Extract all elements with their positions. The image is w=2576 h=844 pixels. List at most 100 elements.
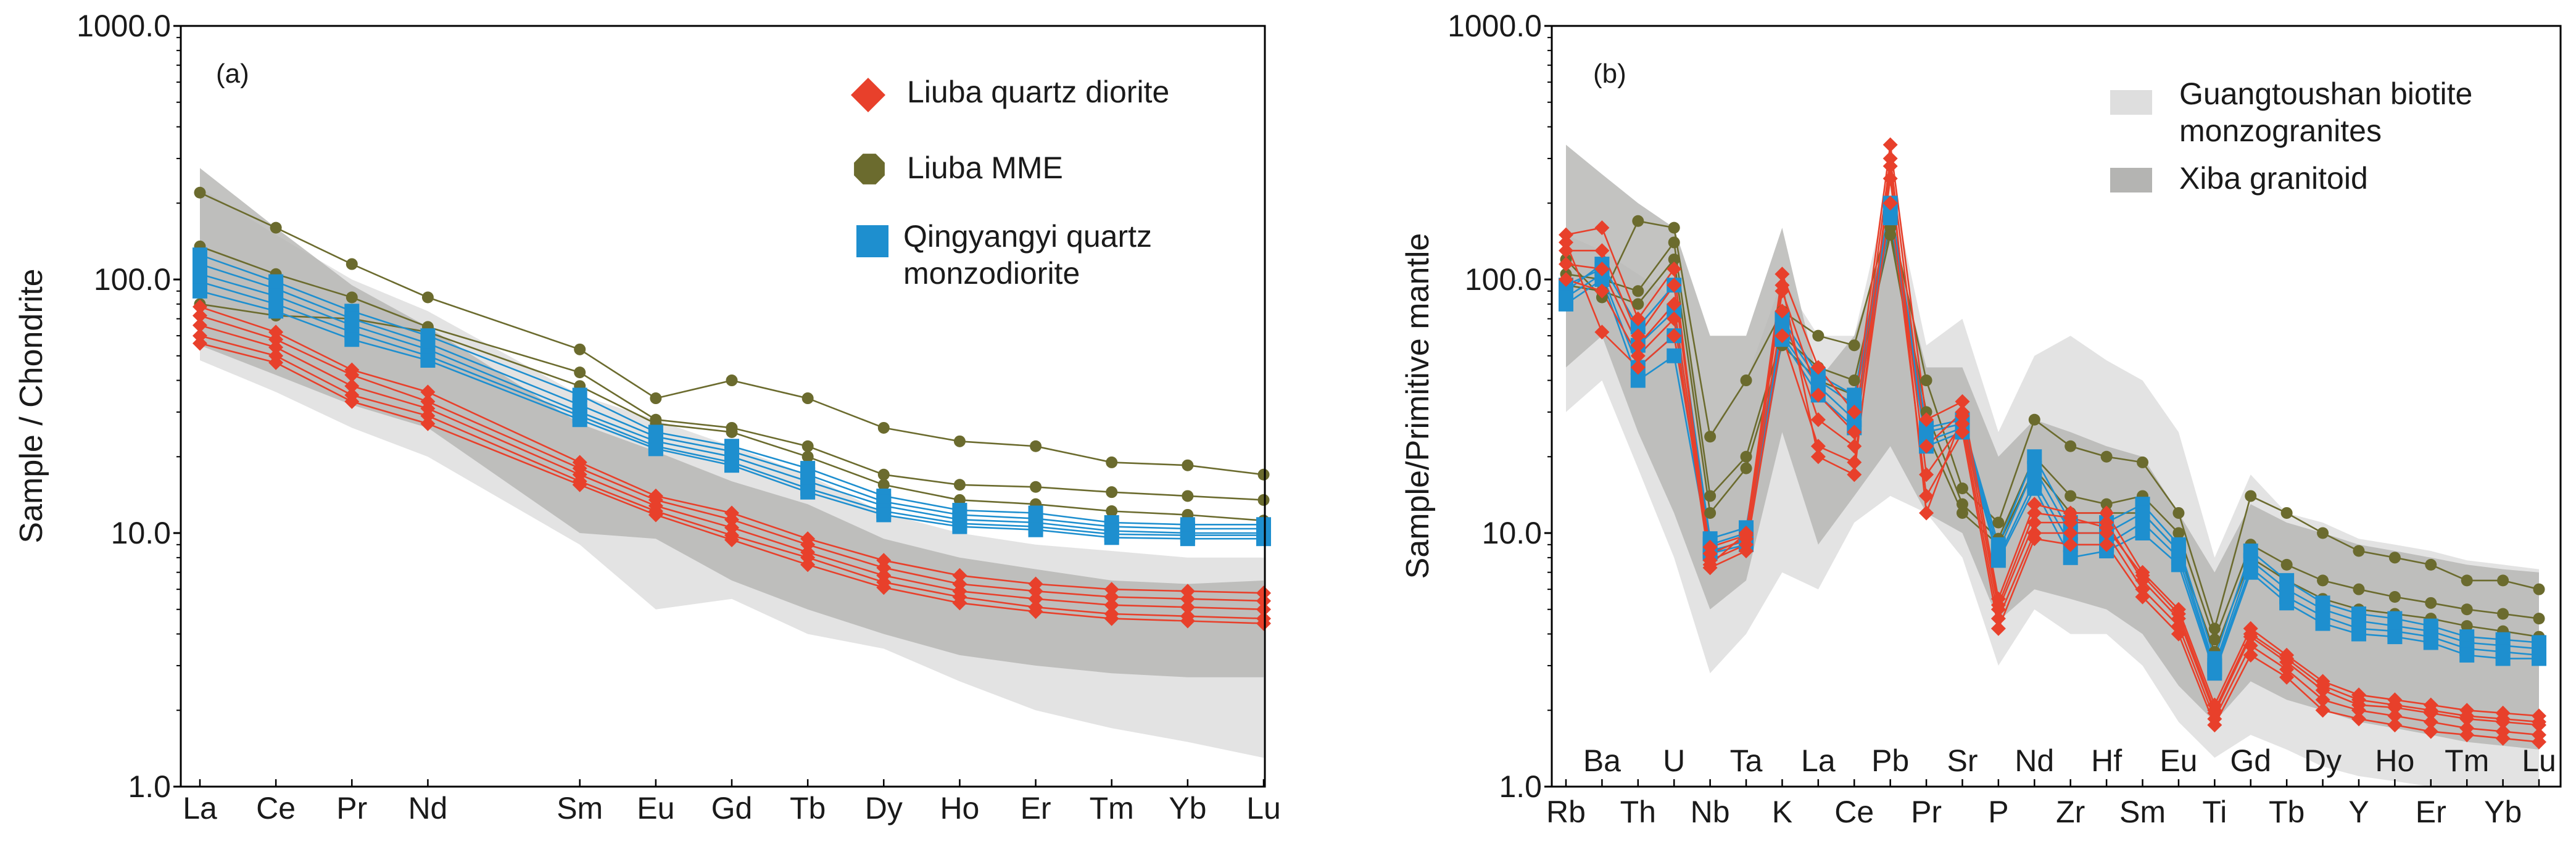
- panel-b-y-ticks: 1000.0 100.0 10.0 1.0: [1447, 9, 1552, 804]
- y-tick-label: 100.0: [1465, 262, 1542, 297]
- legend-label: Guangtoushan biotite monzogranites: [2179, 77, 2472, 148]
- a-series-line-olive: [199, 303, 1264, 522]
- y-tick-label: 1000.0: [1447, 9, 1542, 43]
- a-point-red-Pr: [344, 378, 360, 394]
- b-point-red-Zr: [2063, 537, 2078, 552]
- b-point-olive-Pr: [1920, 406, 1932, 418]
- b-point-olive-U: [1668, 236, 1680, 249]
- b-point-olive-Nd: [2028, 413, 2040, 426]
- panel-b-fields: [1566, 144, 2539, 787]
- b-point-red-Pr: [1919, 505, 1934, 521]
- a-point-olive-Dy: [877, 468, 890, 481]
- a-point-blue-Lu: [1256, 531, 1271, 547]
- b-series-line-blue: [1565, 209, 2540, 669]
- x-tick-label-K: K: [1772, 795, 1792, 829]
- a-point-red-Dy: [876, 560, 892, 576]
- a-point-blue-Dy: [876, 507, 892, 523]
- x-tick-label-Gd: Gd: [711, 791, 753, 825]
- panel-b-plot-frame: [1551, 25, 2562, 788]
- b-point-olive-Th: [1632, 215, 1644, 227]
- b-point-red-La: [1810, 439, 1826, 454]
- a-point-olive-Yb: [1182, 490, 1194, 502]
- a-point-red-Ho: [952, 568, 967, 583]
- b-point-red-Sm: [2135, 589, 2150, 605]
- b-point-red-Y: [2351, 703, 2366, 718]
- a-point-blue-Gd: [724, 458, 739, 473]
- a-point-red-Yb: [1180, 600, 1195, 615]
- y-tick-label: 10.0: [1482, 516, 1542, 550]
- legend-octagon-marker: [854, 154, 885, 184]
- b-series-line-red: [1566, 158, 2540, 726]
- x-tick-label-Sr: Sr: [1947, 743, 1978, 778]
- b-point-red-Sr: [1955, 408, 1970, 423]
- b-point-red-Nd: [2027, 531, 2042, 547]
- a-series-line-olive: [199, 192, 1264, 476]
- x-tick-label-Tm: Tm: [1090, 791, 1134, 825]
- b-point-olive-Ta: [1740, 450, 1752, 463]
- b-point-red-Ba: [1594, 283, 1610, 299]
- a-point-red-Nd: [420, 384, 436, 400]
- b-point-blue-U: [1667, 348, 1682, 363]
- a-point-blue-Er: [1028, 522, 1043, 537]
- x-tick-label-Gd: Gd: [2230, 743, 2271, 778]
- a-point-olive-Tb: [801, 392, 814, 405]
- b-point-red-Ce: [1847, 439, 1862, 454]
- b-point-red-U: [1667, 311, 1682, 326]
- legend-swatch: [2110, 168, 2152, 192]
- legend-swatch: [2110, 90, 2152, 115]
- a-series-line-red: [199, 306, 1264, 594]
- b-series-line-red: [1565, 178, 2540, 736]
- b-point-red-Pr: [1919, 467, 1934, 482]
- b-point-red-Nb: [1702, 560, 1718, 576]
- a-point-red-Sm: [572, 477, 587, 492]
- b-point-blue-Sm: [2135, 526, 2150, 540]
- b-point-red-Hf: [2099, 505, 2114, 521]
- legend-diamond-marker: [851, 78, 885, 112]
- b-point-olive-Nb: [1704, 431, 1717, 443]
- b-point-red-Ba: [1594, 243, 1610, 259]
- a-point-blue-Ce: [268, 304, 284, 319]
- a-point-red-Dy: [876, 580, 892, 595]
- b-point-red-Sr: [1955, 424, 1970, 440]
- x-tick-label-Yb: Yb: [1169, 791, 1206, 825]
- b-point-red-Gd: [2243, 626, 2258, 642]
- b-point-red-Rb: [1559, 227, 1573, 242]
- a-point-olive-Pr: [346, 291, 358, 304]
- a-point-olive-Gd: [726, 374, 738, 387]
- panel-a-label: (a): [216, 59, 249, 89]
- b-point-blue-Er: [2423, 635, 2438, 650]
- legend-label: Liuba quartz diorite: [907, 75, 1169, 109]
- panel-a-x-ticks: La Ce Pr Nd Sm Eu Gd Tb Dy Ho Er Tm Yb Lu: [183, 779, 1281, 825]
- a-point-olive-Nd: [421, 291, 434, 304]
- a-series-line-red: [199, 324, 1264, 610]
- b-point-red-Eu: [2171, 606, 2186, 621]
- b-point-red-Gd: [2243, 647, 2258, 663]
- b-point-red-Th: [1630, 328, 1646, 344]
- b-point-red-Zr: [2063, 526, 2078, 540]
- b-point-olive-Tb: [2280, 558, 2293, 571]
- a-point-red-La: [193, 308, 207, 323]
- b-point-olive-Ho: [2388, 552, 2401, 564]
- b-point-red-K: [1775, 304, 1790, 319]
- b-point-blue-Nd: [2027, 481, 2042, 496]
- x-tick-label-Nd: Nd: [408, 791, 447, 825]
- a-point-olive-Er: [1030, 481, 1042, 493]
- b-point-olive-Tm: [2461, 620, 2473, 632]
- panel-b-legend: Guangtoushan biotite monzogranites Xiba gr…: [2110, 77, 2472, 196]
- x-tick-label-Yb: Yb: [2484, 795, 2522, 829]
- b-point-red-Hf: [2099, 520, 2114, 536]
- b-point-red-Tb: [2279, 651, 2295, 666]
- panel-a-fields: [200, 168, 1264, 758]
- b-point-red-Tm: [2459, 727, 2475, 743]
- b-point-red-K: [1775, 267, 1790, 282]
- a-series-line-blue: [199, 263, 1264, 530]
- b-point-olive-Sm: [2137, 456, 2149, 468]
- x-tick-label-Dy: Dy: [2304, 743, 2342, 778]
- b-point-olive-U: [1668, 253, 1680, 265]
- panel-b-series: [1565, 144, 2540, 743]
- b-point-olive-Eu: [2172, 507, 2185, 519]
- b-point-red-K: [1775, 328, 1790, 344]
- a-point-red-Lu: [1256, 585, 1271, 601]
- a-series-line-blue: [199, 254, 1264, 526]
